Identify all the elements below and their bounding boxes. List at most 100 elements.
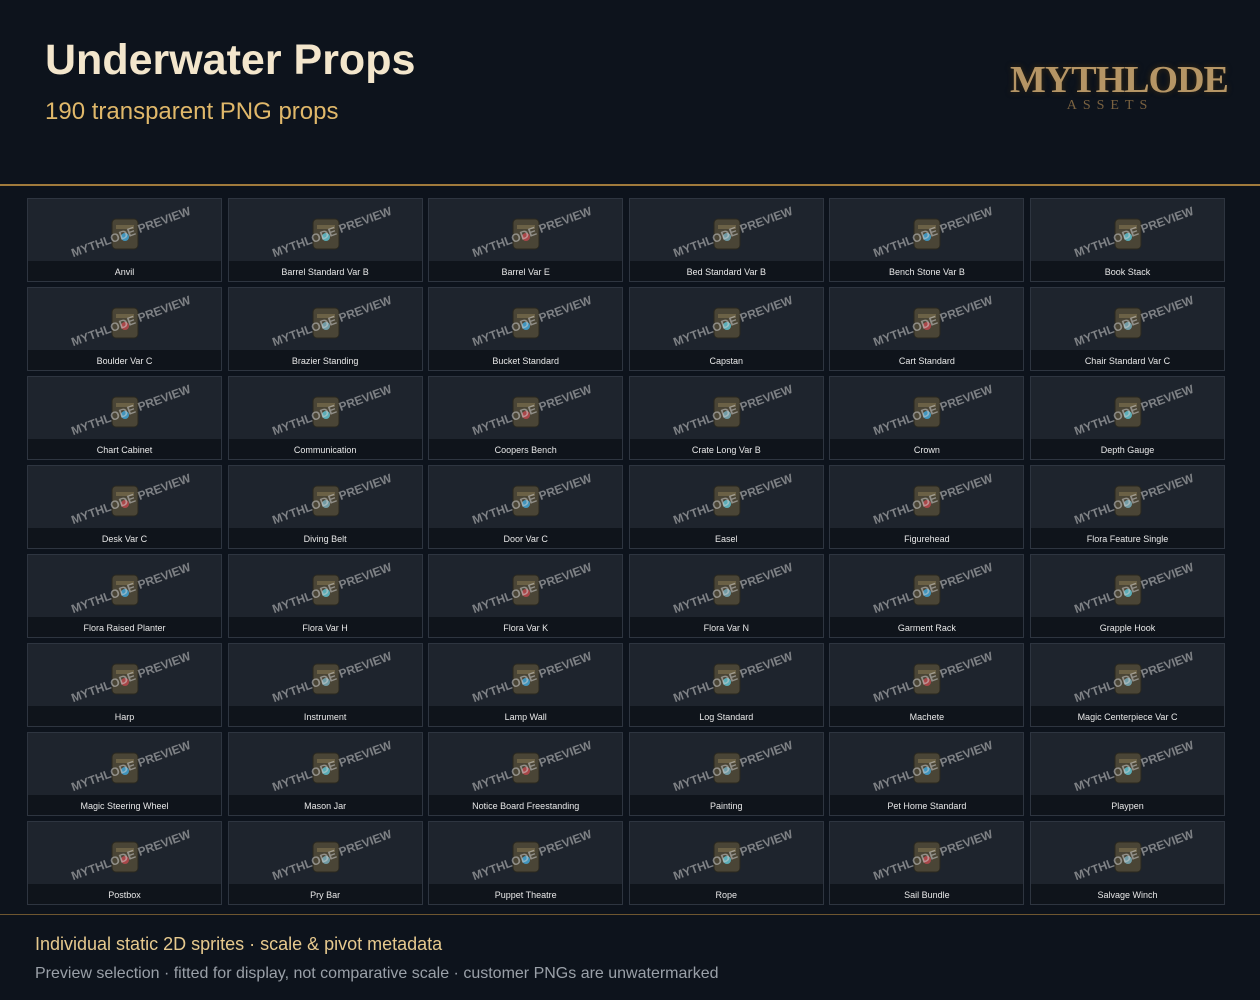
prop-card: MYTHLODE PREVIEW Anvil xyxy=(27,198,222,282)
prop-card: MYTHLODE PREVIEW Communication xyxy=(227,376,423,460)
prop-card: MYTHLODE PREVIEW Diving Belt xyxy=(227,465,423,549)
prop-card: MYTHLODE PREVIEW Barrel Var E xyxy=(428,198,624,282)
prop-card: MYTHLODE PREVIEW Rope xyxy=(628,821,824,905)
prop-card: MYTHLODE PREVIEW Mason Jar xyxy=(227,732,423,816)
prop-image xyxy=(312,396,340,428)
prop-card: MYTHLODE PREVIEW Sail Bundle xyxy=(829,821,1025,905)
prop-label: Painting xyxy=(629,795,823,815)
prop-label: Harp xyxy=(28,706,221,726)
prop-card: MYTHLODE PREVIEW Brazier Standing xyxy=(227,287,423,371)
prop-label: Magic Steering Wheel xyxy=(28,795,221,815)
prop-label: Chart Cabinet xyxy=(28,439,221,459)
prop-label: Easel xyxy=(629,528,823,548)
prop-image xyxy=(312,218,340,250)
prop-label: Garment Rack xyxy=(830,617,1024,637)
prop-card: MYTHLODE PREVIEW Crate Long Var B xyxy=(628,376,824,460)
prop-image xyxy=(111,574,139,606)
prop-image xyxy=(512,485,540,517)
prop-label: Flora Var K xyxy=(429,617,623,637)
prop-card: MYTHLODE PREVIEW Instrument xyxy=(227,643,423,727)
prop-label: Mason Jar xyxy=(228,795,422,815)
prop-card: MYTHLODE PREVIEW Salvage Winch xyxy=(1030,821,1225,905)
prop-label: Log Standard xyxy=(629,706,823,726)
prop-image xyxy=(512,307,540,339)
logo-name: MYTHLODE xyxy=(1010,59,1229,101)
prop-label: Figurehead xyxy=(830,528,1024,548)
prop-label: Sail Bundle xyxy=(830,884,1024,904)
prop-image xyxy=(512,663,540,695)
prop-label: Grapple Hook xyxy=(1031,617,1224,637)
prop-label: Rope xyxy=(629,884,823,904)
subtitle: 190 transparent PNG props xyxy=(45,98,339,125)
prop-label: Boulder Var C xyxy=(28,350,221,370)
prop-label: Desk Var C xyxy=(28,528,221,548)
prop-card: MYTHLODE PREVIEW Desk Var C xyxy=(27,465,222,549)
prop-card: MYTHLODE PREVIEW Figurehead xyxy=(829,465,1025,549)
prop-image xyxy=(512,574,540,606)
prop-image xyxy=(312,574,340,606)
prop-label: Flora Var N xyxy=(629,617,823,637)
prop-card: MYTHLODE PREVIEW Grapple Hook xyxy=(1030,554,1225,638)
prop-label: Pet Home Standard xyxy=(830,795,1024,815)
prop-image xyxy=(913,574,941,606)
logo: MYTHLODE ASSETS xyxy=(1010,58,1229,114)
prop-label: Barrel Standard Var B xyxy=(228,261,422,281)
prop-card: MYTHLODE PREVIEW Lamp Wall xyxy=(428,643,624,727)
prop-image xyxy=(312,307,340,339)
prop-card: MYTHLODE PREVIEW Capstan xyxy=(628,287,824,371)
prop-card: MYTHLODE PREVIEW Barrel Standard Var B xyxy=(227,198,423,282)
prop-image xyxy=(512,841,540,873)
prop-label: Playpen xyxy=(1031,795,1224,815)
logo-tagline: ASSETS xyxy=(1066,98,1154,113)
prop-label: Bed Standard Var B xyxy=(629,261,823,281)
prop-image xyxy=(312,663,340,695)
prop-image xyxy=(913,396,941,428)
prop-image xyxy=(713,485,741,517)
prop-card: MYTHLODE PREVIEW Boulder Var C xyxy=(27,287,222,371)
prop-image xyxy=(111,841,139,873)
prop-card: MYTHLODE PREVIEW Log Standard xyxy=(628,643,824,727)
prop-image xyxy=(913,752,941,784)
prop-card: MYTHLODE PREVIEW Flora Var H xyxy=(227,554,423,638)
prop-label: Flora Raised Planter xyxy=(28,617,221,637)
prop-label: Instrument xyxy=(228,706,422,726)
prop-card: MYTHLODE PREVIEW Harp xyxy=(27,643,222,727)
prop-label: Pry Bar xyxy=(228,884,422,904)
prop-card: MYTHLODE PREVIEW Puppet Theatre xyxy=(428,821,624,905)
prop-image xyxy=(111,485,139,517)
prop-label: Lamp Wall xyxy=(429,706,623,726)
prop-label: Flora Var H xyxy=(228,617,422,637)
prop-image xyxy=(1114,574,1142,606)
prop-label: Salvage Winch xyxy=(1031,884,1224,904)
prop-label: Anvil xyxy=(28,261,221,281)
prop-label: Coopers Bench xyxy=(429,439,623,459)
prop-image xyxy=(312,841,340,873)
prop-card: MYTHLODE PREVIEW Postbox xyxy=(27,821,222,905)
prop-label: Capstan xyxy=(629,350,823,370)
prop-card: MYTHLODE PREVIEW Notice Board Freestandin… xyxy=(428,732,624,816)
prop-image xyxy=(713,663,741,695)
prop-image xyxy=(1114,307,1142,339)
prop-image xyxy=(512,396,540,428)
prop-card: MYTHLODE PREVIEW Machete xyxy=(829,643,1025,727)
prop-image xyxy=(1114,752,1142,784)
divider xyxy=(0,184,1260,186)
prop-label: Crown xyxy=(830,439,1024,459)
prop-label: Crate Long Var B xyxy=(629,439,823,459)
prop-image xyxy=(713,841,741,873)
prop-image xyxy=(312,752,340,784)
prop-image xyxy=(713,307,741,339)
prop-label: Diving Belt xyxy=(228,528,422,548)
prop-card: MYTHLODE PREVIEW Flora Feature Single xyxy=(1030,465,1225,549)
prop-card: MYTHLODE PREVIEW Bed Standard Var B xyxy=(628,198,824,282)
prop-label: Notice Board Freestanding xyxy=(429,795,623,815)
prop-image xyxy=(111,396,139,428)
prop-image xyxy=(1114,841,1142,873)
prop-card: MYTHLODE PREVIEW Garment Rack xyxy=(829,554,1025,638)
prop-card: MYTHLODE PREVIEW Bench Stone Var B xyxy=(829,198,1025,282)
prop-card: MYTHLODE PREVIEW Book Stack xyxy=(1030,198,1225,282)
prop-image xyxy=(713,218,741,250)
prop-label: Magic Centerpiece Var C xyxy=(1031,706,1224,726)
prop-image xyxy=(512,752,540,784)
prop-image xyxy=(111,663,139,695)
